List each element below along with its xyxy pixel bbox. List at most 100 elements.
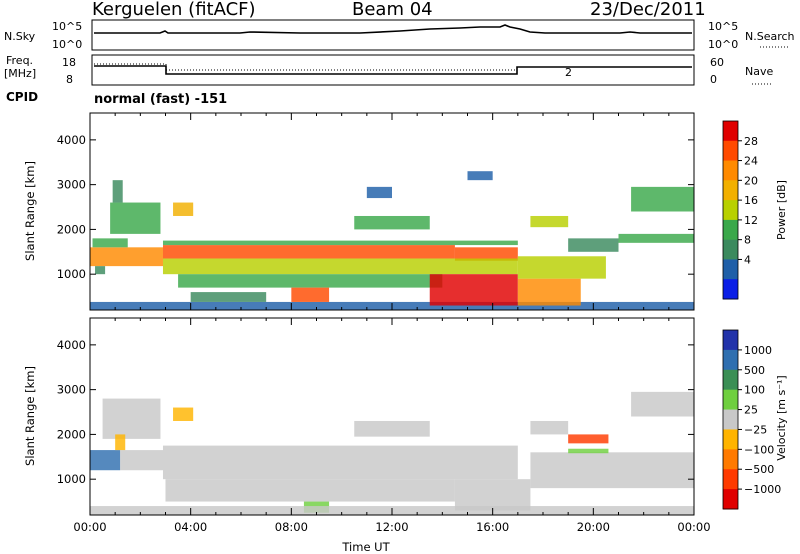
nsky-panel: N.Sky 10^5 10^0 10^5 10^0 N.Search — [4, 19, 795, 51]
power-colorbar-label: 20 — [744, 174, 758, 187]
power-colorbar-block — [723, 200, 738, 221]
velocity-colorbar-block — [723, 469, 738, 490]
freq-unit-label: [MHz] — [4, 67, 36, 80]
velocity-ytick-label: 3000 — [57, 383, 86, 397]
nave-tick-top: 60 — [710, 56, 724, 69]
velocity-colorbar-block — [723, 429, 738, 450]
velocity-band-1 — [120, 450, 163, 471]
velocity-colorbar-label: 500 — [744, 364, 765, 377]
power-colorbar-block — [723, 140, 738, 162]
velocity-colorbar-block — [723, 489, 738, 510]
power-band-10 — [178, 274, 443, 288]
velocity-colorbar-block — [723, 369, 738, 391]
velocity-xtick-label: 20:00 — [577, 520, 610, 534]
power-colorbar-block — [723, 279, 738, 300]
beam-title: Beam 04 — [352, 0, 433, 20]
cpid-value: normal (fast) -151 — [94, 92, 227, 107]
power-ytick-label: 3000 — [57, 178, 86, 192]
power-band-11 — [291, 287, 330, 302]
velocity-band-6 — [454, 479, 531, 511]
velocity-colorbar-title: Velocity [m s⁻¹] — [775, 375, 788, 460]
power-colorbar-label: 12 — [744, 214, 758, 227]
velocity-xtick-label: 04:00 — [174, 520, 207, 534]
nave-mark: 2 — [565, 66, 572, 79]
velocity-colorbar-block — [723, 409, 738, 430]
power-band-19 — [467, 171, 493, 181]
velocity-colorbar-block — [723, 330, 738, 351]
velocity-xtick-label: 12:00 — [375, 520, 408, 534]
velocity-band-10 — [115, 434, 126, 451]
power-colorbar-label: 8 — [744, 234, 751, 247]
velocity-band-9 — [173, 407, 194, 421]
power-band-17 — [354, 215, 430, 230]
power-colorbar-block — [723, 160, 738, 181]
power-colorbar-block — [723, 219, 738, 241]
velocity-xtick-label: 08:00 — [275, 520, 308, 534]
date-title: 23/Dec/2011 — [590, 0, 706, 20]
power-colorbar: 28 24 20 16 12 8 4 Power [dB] — [722, 120, 788, 300]
power-band-20 — [530, 215, 569, 228]
power-colorbar-label: 24 — [744, 155, 758, 168]
power-ytick-label: 4000 — [57, 133, 86, 147]
velocity-band-7 — [530, 452, 694, 489]
freq-trace — [94, 65, 692, 75]
freq-label: Freq. — [6, 54, 33, 67]
nsearch-label: N.Search — [745, 30, 795, 43]
nsky-tick-top: 10^5 — [52, 20, 82, 33]
velocity-colorbar-label: 1000 — [744, 344, 772, 357]
power-colorbar-label: 28 — [744, 135, 758, 148]
velocity-band-4 — [165, 479, 455, 502]
velocity-xtick-label: 16:00 — [476, 520, 509, 534]
velocity-colorbar-label: 25 — [744, 404, 758, 417]
station-title: Kerguelen (fitACF) — [92, 0, 256, 20]
power-plot: 1000 2000 3000 4000 Slant Range [km] — [23, 112, 695, 311]
nsky-trace — [94, 24, 692, 34]
velocity-bands — [90, 391, 694, 515]
power-band-4 — [112, 180, 123, 203]
velocity-band-14 — [568, 448, 609, 454]
power-ytick-label: 2000 — [57, 222, 86, 236]
power-band-7 — [454, 247, 518, 261]
velocity-band-11 — [354, 420, 430, 437]
nsky-tick-bottom: 10^0 — [52, 38, 82, 51]
nsearch-tick-top: 10^5 — [708, 20, 738, 33]
velocity-ytick-label: 4000 — [57, 338, 86, 352]
velocity-colorbar-label: −500 — [744, 463, 774, 476]
power-colorbar-block — [723, 121, 738, 142]
power-band-16 — [173, 202, 194, 216]
velocity-colorbar-block — [723, 449, 738, 470]
velocity-colorbar-label: −1000 — [744, 483, 781, 496]
power-band-2 — [95, 266, 106, 275]
freq-panel: Freq. [MHz] 18 8 60 0 Nave 2 — [4, 54, 773, 86]
power-band-18 — [366, 186, 392, 199]
velocity-band-15 — [631, 391, 694, 417]
power-colorbar-block — [723, 239, 738, 260]
power-colorbar-block — [723, 180, 738, 201]
velocity-band-3 — [162, 445, 518, 480]
cpid-label: CPID — [6, 90, 38, 104]
velocity-ylabel: Slant Range [km] — [23, 366, 37, 466]
power-ytick-label: 1000 — [57, 267, 86, 281]
freq-tick-top: 18 — [62, 56, 76, 69]
power-band-13 — [429, 274, 518, 306]
velocity-colorbar-block — [723, 389, 738, 411]
velocity-colorbar: 1000 500 100 25 −25 −100 −500 −1000 Velocity [m… — [722, 329, 788, 510]
freq-tick-bottom: 8 — [66, 73, 73, 86]
power-colorbar-block — [723, 259, 738, 280]
velocity-colorbar-block — [723, 349, 738, 371]
power-bands — [90, 171, 694, 310]
velocity-xtick-label: 00:00 — [73, 520, 106, 534]
velocity-band-0 — [90, 450, 121, 471]
power-ylabel: Slant Range [km] — [23, 161, 37, 261]
velocity-ytick-label: 2000 — [57, 427, 86, 441]
power-colorbar-title: Power [dB] — [775, 180, 788, 240]
power-band-21 — [568, 238, 619, 252]
nave-label: Nave — [745, 65, 773, 78]
nsky-label: N.Sky — [4, 30, 36, 43]
power-band-8 — [162, 258, 518, 275]
power-band-9 — [162, 240, 518, 246]
power-band-0 — [90, 247, 163, 267]
velocity-plot: 1000 2000 3000 4000 00:00 04:00 08:00 12:00 16:… — [23, 317, 711, 554]
power-colorbar-label: 16 — [744, 194, 758, 207]
